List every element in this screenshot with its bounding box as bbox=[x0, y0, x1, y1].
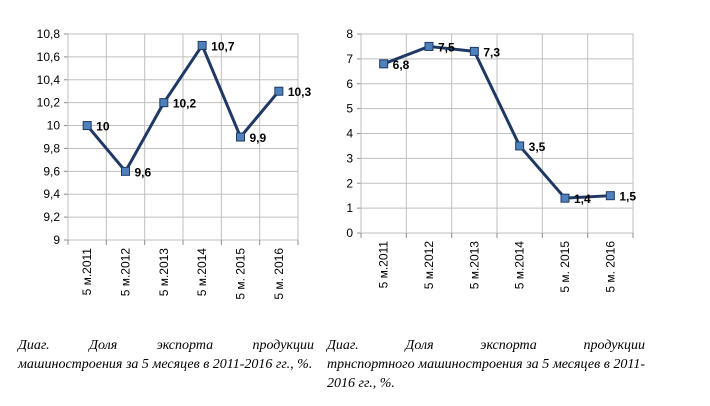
data-point bbox=[560, 193, 570, 203]
x-tick-label: 5 м. 2015 bbox=[558, 241, 572, 293]
y-tick-label: 2 bbox=[346, 176, 353, 190]
data-label: 10,3 bbox=[288, 85, 312, 99]
x-tick-label: 5 м.2013 bbox=[467, 241, 481, 290]
series-line bbox=[383, 44, 611, 200]
caption-left-w2: экспорта bbox=[156, 338, 214, 353]
y-tick-label: 4 bbox=[346, 127, 353, 141]
series-line bbox=[86, 43, 280, 173]
data-label: 9,9 bbox=[250, 131, 267, 145]
y-tick-label: 5 bbox=[346, 102, 353, 116]
data-point bbox=[82, 121, 92, 131]
caption-left: Диаг. Доля экспорта продукции машиностро… bbox=[18, 336, 314, 374]
data-label: 7,3 bbox=[483, 45, 500, 59]
caption-left-w0: Диаг. bbox=[18, 338, 50, 353]
data-label: 9,6 bbox=[135, 165, 152, 179]
data-point bbox=[605, 191, 615, 201]
data-label: 3,5 bbox=[529, 140, 546, 154]
data-point bbox=[197, 40, 207, 50]
caption-right: Диаг. Доля экспорта продукции трнспортно… bbox=[327, 336, 645, 393]
data-label: 1,5 bbox=[619, 190, 636, 204]
x-tick-label: 5 м. 2016 bbox=[603, 241, 617, 293]
y-tick-label: 10,8 bbox=[37, 27, 61, 41]
data-point bbox=[159, 98, 169, 108]
data-point bbox=[469, 46, 479, 56]
y-tick-label: 9 bbox=[53, 233, 60, 247]
x-tick-label: 5 м.2011 bbox=[377, 241, 391, 289]
caption-left-w3: продукции bbox=[252, 338, 314, 353]
y-tick-label: 10,4 bbox=[37, 73, 61, 87]
data-label: 7,5 bbox=[438, 40, 455, 54]
x-tick-label: 5 м.2011 bbox=[80, 248, 94, 296]
caption-right-rest: трнспортного машиностроения за 5 месяцев… bbox=[327, 357, 645, 391]
x-tick-label: 5 м. 2016 bbox=[272, 248, 286, 300]
x-tick-label: 5 м.2014 bbox=[195, 248, 209, 297]
data-point bbox=[274, 86, 284, 96]
y-tick-label: 10,2 bbox=[37, 96, 61, 110]
x-tick-label: 5 м.2014 bbox=[513, 241, 527, 290]
y-tick-label: 8 bbox=[346, 27, 353, 41]
data-label: 10,7 bbox=[211, 39, 235, 53]
data-point bbox=[515, 141, 525, 151]
x-tick-label: 5 м. 2015 bbox=[234, 248, 248, 300]
x-tick-label: 5 м.2013 bbox=[157, 248, 171, 297]
y-tick-label: 6 bbox=[346, 77, 353, 91]
caption-right-w3: продукции bbox=[583, 338, 645, 353]
y-tick-label: 9,8 bbox=[43, 141, 60, 155]
x-tick-label: 5 м.2012 bbox=[119, 248, 133, 297]
data-label: 1,4 bbox=[574, 192, 591, 206]
x-tick-label: 5 м.2012 bbox=[422, 241, 436, 290]
y-tick-label: 9,4 bbox=[43, 187, 60, 201]
data-point bbox=[424, 41, 434, 51]
y-tick-label: 10 bbox=[47, 119, 61, 133]
data-point bbox=[236, 132, 245, 142]
data-label: 6,8 bbox=[393, 58, 410, 72]
caption-right-w2: экспорта bbox=[480, 338, 537, 353]
data-label: 10 bbox=[96, 120, 110, 134]
caption-right-w0: Диаг. bbox=[327, 338, 359, 353]
y-tick-label: 0 bbox=[346, 226, 353, 240]
y-tick-label: 1 bbox=[346, 201, 353, 215]
y-tick-label: 3 bbox=[346, 151, 353, 165]
y-tick-label: 7 bbox=[346, 52, 353, 66]
y-tick-label: 9,2 bbox=[43, 210, 60, 224]
caption-right-w1: Доля bbox=[405, 338, 434, 353]
data-label: 10,2 bbox=[173, 97, 197, 111]
y-tick-label: 10,6 bbox=[37, 50, 61, 64]
caption-left-rest: машиностроения за 5 месяцев в 2011-2016 … bbox=[18, 357, 313, 372]
chart-1: 9 9,2 9,4 9,6 9,8 10 10,2 10,4 10,6 10,8 5 м.2011 5… bbox=[37, 27, 312, 300]
data-point bbox=[121, 166, 130, 176]
data-point bbox=[379, 59, 389, 69]
y-tick-label: 9,6 bbox=[43, 164, 60, 178]
chart-2: 0 1 2 3 4 5 6 7 8 5 м.2011 5 м.2012 5 м.2013 5 м.201… bbox=[346, 27, 636, 293]
caption-left-w1: Доля bbox=[89, 338, 118, 353]
